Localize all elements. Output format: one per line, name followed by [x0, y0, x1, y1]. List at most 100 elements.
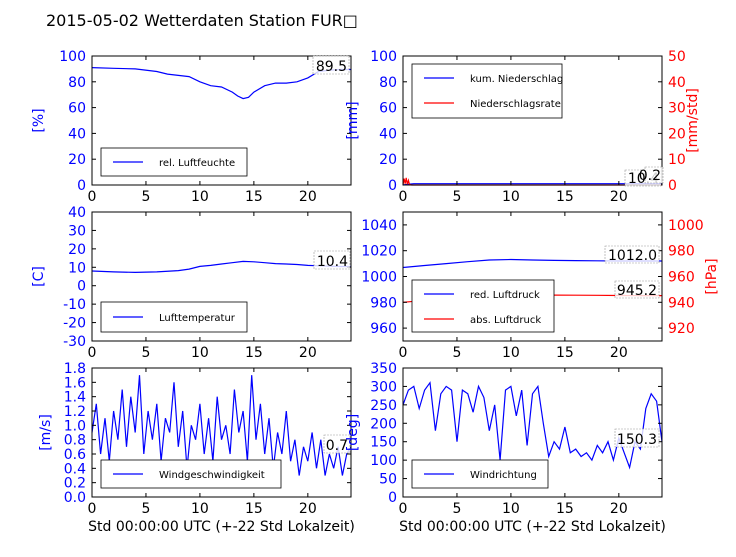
y-tick-label-temperature-6: 30: [68, 223, 86, 239]
x-tick-label-temperature-1: 5: [141, 345, 150, 361]
y-tick-label-temperature-5: 20: [68, 242, 86, 258]
y-axis-label-right-pressure: [hPa]: [704, 258, 720, 294]
x-tick-label-winddir-0: 0: [399, 501, 408, 517]
y-tick-label-windspeed-6: 1.2: [64, 404, 86, 420]
y-tick-label-windspeed-4: 0.8: [64, 433, 86, 449]
y-tick-label-windspeed-3: 0.6: [64, 447, 86, 463]
y-tick-label-winddir-3: 150: [370, 435, 397, 451]
y-tick-label-pressure-1: 980: [370, 295, 397, 311]
x-tick-label-temperature-3: 15: [245, 345, 263, 361]
x-tick-label-humidity-1: 5: [141, 189, 150, 205]
y-tick-label-winddir-5: 250: [370, 398, 397, 414]
x-tick-label-windspeed-4: 20: [299, 501, 317, 517]
x-tick-label-humidity-2: 10: [191, 189, 209, 205]
y-tick-label-windspeed-7: 1.4: [64, 390, 86, 406]
y-tick-label-pressure-2: 1000: [361, 270, 397, 286]
legend-label-humidity-0: rel. Luftfeuchte: [159, 158, 235, 169]
y-tick-label-precip-4: 80: [379, 75, 397, 91]
legend-label-winddir-0: Windrichtung: [470, 470, 537, 481]
x-tick-label-precip-3: 15: [556, 189, 574, 205]
ry-tick-label-pressure-4: 1000: [668, 218, 704, 234]
y-tick-label-windspeed-2: 0.4: [64, 461, 86, 477]
x-tick-label-precip-4: 20: [610, 189, 628, 205]
annotation-box-windspeed-0: [323, 434, 351, 454]
series-line-humidity-0: [91, 67, 351, 100]
y-tick-label-temperature-2: -10: [63, 297, 86, 313]
y-tick-label-windspeed-8: 1.6: [64, 375, 86, 391]
x-tick-label-windspeed-0: 0: [88, 501, 97, 517]
x-tick-label-pressure-1: 5: [452, 345, 461, 361]
ry-tick-label-pressure-2: 960: [668, 270, 695, 286]
annotation-box-humidity-0: [312, 55, 350, 75]
annotation-precip-1: 0.2: [639, 168, 661, 184]
x-tick-label-winddir-1: 5: [452, 501, 461, 517]
y-tick-label-precip-3: 60: [379, 101, 397, 117]
y-tick-label-windspeed-9: 1.8: [64, 361, 86, 377]
legend-label-windspeed-0: Windgeschwindigkeit: [159, 470, 265, 481]
x-tick-label-humidity-0: 0: [88, 189, 97, 205]
y-axis-label-right-precip: [mm/std]: [685, 88, 701, 153]
y-tick-label-temperature-1: -20: [63, 316, 86, 332]
annotation-winddir-0: 150.3: [617, 432, 657, 448]
y-tick-label-precip-1: 20: [379, 152, 397, 168]
annotation-temperature-0: 10.4: [317, 254, 348, 270]
x-tick-label-windspeed-3: 15: [245, 501, 263, 517]
y-tick-label-pressure-4: 1040: [361, 218, 397, 234]
y-tick-label-humidity-0: 0: [77, 178, 86, 194]
ry-tick-label-precip-0: 0: [668, 178, 677, 194]
y-tick-label-temperature-0: -30: [63, 334, 86, 350]
y-tick-label-temperature-7: 40: [68, 205, 86, 221]
y-axis-label-winddir: [deg]: [345, 414, 361, 451]
x-tick-label-humidity-4: 20: [299, 189, 317, 205]
annotation-pressure-1: 945.2: [617, 283, 657, 299]
x-tick-label-precip-2: 10: [502, 189, 520, 205]
annotation-box-pressure-0: [604, 245, 660, 264]
y-tick-label-temperature-4: 10: [68, 260, 86, 276]
y-tick-label-windspeed-5: 1.0: [64, 418, 86, 434]
y-tick-label-pressure-3: 1020: [361, 244, 397, 260]
x-axis-label-winddir: Std 00:00:00 UTC (+-22 Std Lokalzeit): [399, 519, 666, 535]
x-tick-label-temperature-2: 10: [191, 345, 209, 361]
y-tick-label-pressure-0: 960: [370, 321, 397, 337]
y-tick-label-windspeed-0: 0.0: [64, 490, 86, 506]
x-tick-label-windspeed-1: 5: [141, 501, 150, 517]
x-tick-label-winddir-2: 10: [502, 501, 520, 517]
y-tick-label-precip-5: 100: [370, 49, 397, 65]
y-tick-label-humidity-2: 40: [68, 126, 86, 142]
x-tick-label-temperature-4: 20: [299, 345, 317, 361]
y-axis-label-humidity: [%]: [31, 108, 47, 132]
y-tick-label-humidity-4: 80: [68, 75, 86, 91]
y-tick-label-winddir-0: 0: [388, 490, 397, 506]
series-line-winddir-0: [402, 381, 663, 470]
legend-label-pressure-1: abs. Luftdruck: [470, 315, 541, 326]
axes-frame-precip: [402, 55, 663, 186]
y-axis-label-precip: [mm]: [345, 101, 361, 139]
y-tick-label-winddir-4: 200: [370, 416, 397, 432]
axes-frame-humidity: [91, 55, 352, 186]
legend-label-pressure-0: red. Luftdruck: [470, 290, 540, 301]
legend-box-pressure: [411, 279, 555, 333]
axes-frame-windspeed: [91, 367, 352, 498]
ry-tick-label-pressure-1: 940: [668, 295, 695, 311]
y-tick-label-winddir-2: 100: [370, 453, 397, 469]
annotation-box-precip-1: [644, 166, 664, 184]
legend-box-winddir: [411, 459, 549, 489]
x-tick-label-winddir-3: 15: [556, 501, 574, 517]
ry-tick-label-precip-1: 10: [668, 152, 686, 168]
annotation-windspeed-0: 0.7: [326, 438, 348, 454]
annotation-box-temperature-0: [313, 250, 351, 270]
y-axis-label-windspeed: [m/s]: [38, 414, 54, 451]
x-tick-label-winddir-4: 20: [610, 501, 628, 517]
series-line-temperature-0: [91, 260, 351, 274]
legend-box-precip: [411, 63, 563, 119]
ry-tick-label-precip-5: 50: [668, 49, 686, 65]
x-tick-label-pressure-0: 0: [399, 345, 408, 361]
y-tick-label-temperature-3: 0: [77, 279, 86, 295]
x-tick-label-precip-1: 5: [452, 189, 461, 205]
axes-frame-temperature: [91, 211, 352, 342]
ry-tick-label-precip-2: 20: [668, 126, 686, 142]
annotation-humidity-0: 89.5: [316, 59, 347, 75]
x-tick-label-pressure-3: 15: [556, 345, 574, 361]
